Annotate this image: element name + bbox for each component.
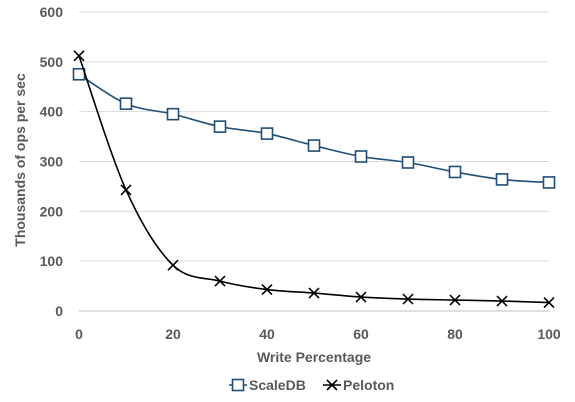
data-point [495, 173, 509, 186]
data-point [496, 295, 508, 307]
data-point [449, 294, 461, 306]
data-point [355, 291, 367, 303]
data-point [72, 67, 86, 81]
legend-item-peloton: Peloton [323, 377, 394, 393]
data-point [354, 150, 368, 163]
y-axis-tick-labels: 0 100 200 300 400 500 600 [40, 4, 64, 319]
data-point [261, 284, 273, 296]
y-tick-label: 600 [40, 4, 64, 20]
data-point [213, 120, 227, 133]
legend-label: ScaleDB [249, 377, 306, 393]
legend-item-scaledb: ScaleDB [229, 377, 306, 393]
data-point [260, 127, 274, 140]
series-line [78, 73, 550, 184]
legend-marker [231, 378, 245, 392]
y-tick-label: 500 [40, 54, 64, 70]
data-point [401, 156, 415, 169]
data-point [166, 107, 180, 121]
data-point [543, 296, 555, 309]
x-axis-title: Write Percentage [257, 349, 371, 365]
data-point [448, 165, 462, 179]
data-point [73, 50, 85, 62]
x-tick-label: 100 [537, 326, 561, 342]
y-tick-label: 200 [40, 203, 64, 219]
x-tick-label: 40 [259, 326, 275, 342]
series-scaledb [72, 67, 556, 189]
y-tick-label: 0 [55, 303, 63, 319]
data-point [167, 259, 179, 271]
series-layer [72, 50, 556, 309]
y-tick-label: 400 [40, 104, 64, 120]
x-tick-label: 0 [75, 326, 83, 342]
data-point [214, 275, 226, 287]
data-point [542, 176, 556, 189]
data-point [307, 139, 321, 152]
data-point [119, 97, 133, 110]
series-line [78, 55, 550, 304]
legend-label: Peloton [343, 377, 394, 393]
legend-marker [326, 379, 338, 391]
data-point [402, 293, 414, 305]
y-tick-label: 300 [40, 154, 64, 170]
x-tick-label: 80 [447, 326, 463, 342]
data-point [120, 184, 132, 196]
x-tick-label: 20 [165, 326, 181, 342]
y-tick-label: 100 [40, 253, 64, 269]
x-tick-label: 60 [353, 326, 369, 342]
data-point [308, 287, 320, 299]
legend: ScaleDB Peloton [229, 377, 394, 393]
series-peloton [73, 50, 555, 309]
y-axis-title: Thousands of ops per sec [12, 73, 28, 247]
gridlines [79, 11, 549, 312]
x-axis-tick-labels: 0 20 40 60 80 100 [75, 326, 561, 342]
